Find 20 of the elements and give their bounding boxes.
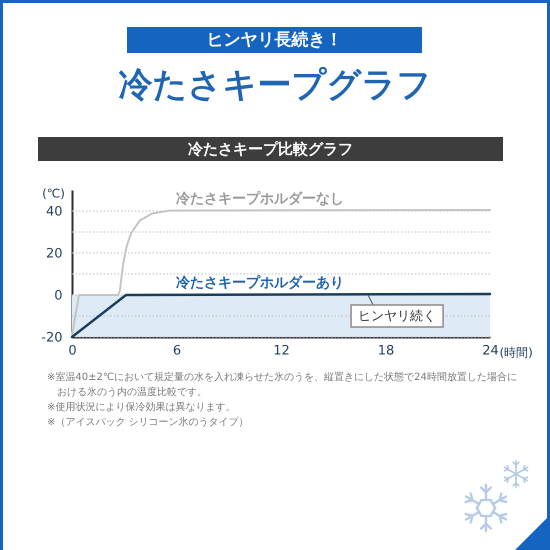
series-label: 冷たさキープホルダーなし — [176, 190, 344, 207]
x-tick-label: 18 — [378, 344, 394, 358]
x-tick-label: 12 — [273, 344, 290, 358]
x-tick-label: 0 — [68, 344, 77, 358]
text: 冷たさキープ比較グラフ — [38, 137, 503, 161]
y-axis-title: (℃) — [42, 186, 65, 200]
text: ※使用状況により保冷効果は異なります。 — [47, 400, 236, 415]
text: ※（アイスパック シリコーン氷のうタイプ） — [47, 416, 250, 430]
x-axis-title: (時間) — [500, 346, 533, 360]
y-tick-label: -20 — [41, 330, 62, 346]
x-tick-label: 6 — [172, 344, 182, 358]
chart-title: 冷たさキープグラフ — [118, 64, 432, 107]
annotation: ヒンヤリ続く — [358, 309, 436, 324]
y-tick-label: 20 — [46, 246, 62, 262]
text: ※室温40±2℃において規定量の水を入れ凍らせた氷のうを、縦置きにした状態で24時間放置した場合における氷のう内の温度比較です。 — [47, 370, 517, 400]
series-label: 冷たさキープホルダーあり — [176, 274, 344, 291]
chart-subtitle: ヒンヤリ長続き！ — [127, 27, 422, 53]
y-tick-label: 0 — [54, 288, 62, 304]
x-tick-label: 24 — [482, 344, 499, 358]
y-tick-label: 40 — [46, 204, 62, 220]
